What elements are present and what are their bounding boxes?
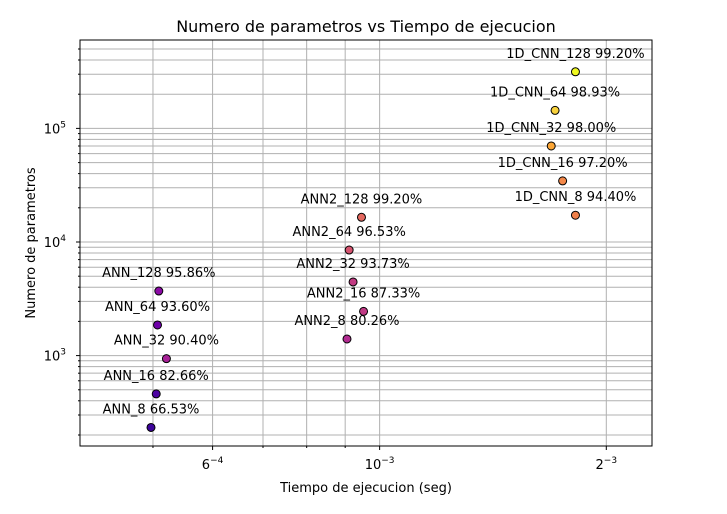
- data-point: [344, 245, 354, 255]
- data-point: [550, 105, 560, 115]
- point-label: 1D_CNN_8 94.40%: [515, 190, 637, 205]
- data-point: [359, 306, 369, 316]
- data-point: [146, 422, 156, 432]
- point-label: ANN2_8 80.26%: [294, 314, 399, 329]
- point-label: ANN2_16 87.33%: [307, 286, 420, 301]
- point-label: 1D_CNN_128 99.20%: [506, 47, 644, 62]
- data-points: [146, 67, 580, 432]
- x-tick-label: 2−3: [596, 456, 618, 473]
- point-label: 1D_CNN_16 97.20%: [498, 156, 628, 171]
- y-tick-label: 104: [44, 234, 67, 251]
- y-tick-label: 105: [44, 120, 66, 137]
- data-point: [151, 389, 161, 399]
- data-point: [356, 212, 366, 222]
- point-label: 1D_CNN_32 98.00%: [486, 121, 616, 136]
- data-point: [153, 320, 163, 330]
- point-label: 1D_CNN_64 98.93%: [490, 85, 620, 100]
- data-point: [570, 67, 580, 77]
- data-point: [342, 334, 352, 344]
- y-tick-label: 103: [44, 348, 66, 365]
- axis-ticks: 6−4 10−3 2−3 103 104 105: [44, 48, 618, 473]
- point-label: ANN_128 95.86%: [102, 266, 215, 281]
- x-axis-label: Tiempo de ejecucion (seg): [279, 481, 452, 496]
- data-point: [570, 210, 580, 220]
- point-label: ANN_16 82.66%: [104, 369, 209, 384]
- x-tick-label: 10−3: [365, 456, 395, 473]
- point-label: ANN2_128 99.20%: [301, 192, 423, 207]
- grid-lines: [80, 40, 652, 446]
- plot-area-frame: [79, 39, 653, 447]
- point-label: ANN_32 90.40%: [114, 334, 219, 349]
- data-point: [546, 141, 556, 151]
- point-label: ANN_64 93.60%: [105, 300, 210, 315]
- data-point: [558, 176, 568, 186]
- point-label: ANN2_64 96.53%: [292, 225, 405, 240]
- data-point: [161, 354, 171, 364]
- data-point: [154, 286, 164, 296]
- data-point: [348, 277, 358, 287]
- point-label: ANN_8 66.53%: [103, 402, 200, 417]
- point-label: ANN2_32 93.73%: [296, 257, 409, 272]
- y-axis-label: Numero de parametros: [24, 167, 39, 318]
- point-labels: ANN_8 66.53% ANN_16 82.66% ANN_32 90.40% AN…: [102, 47, 644, 418]
- x-tick-label: 6−4: [202, 456, 224, 473]
- chart-title: Numero de parametros vs Tiempo de ejecuc…: [176, 17, 556, 36]
